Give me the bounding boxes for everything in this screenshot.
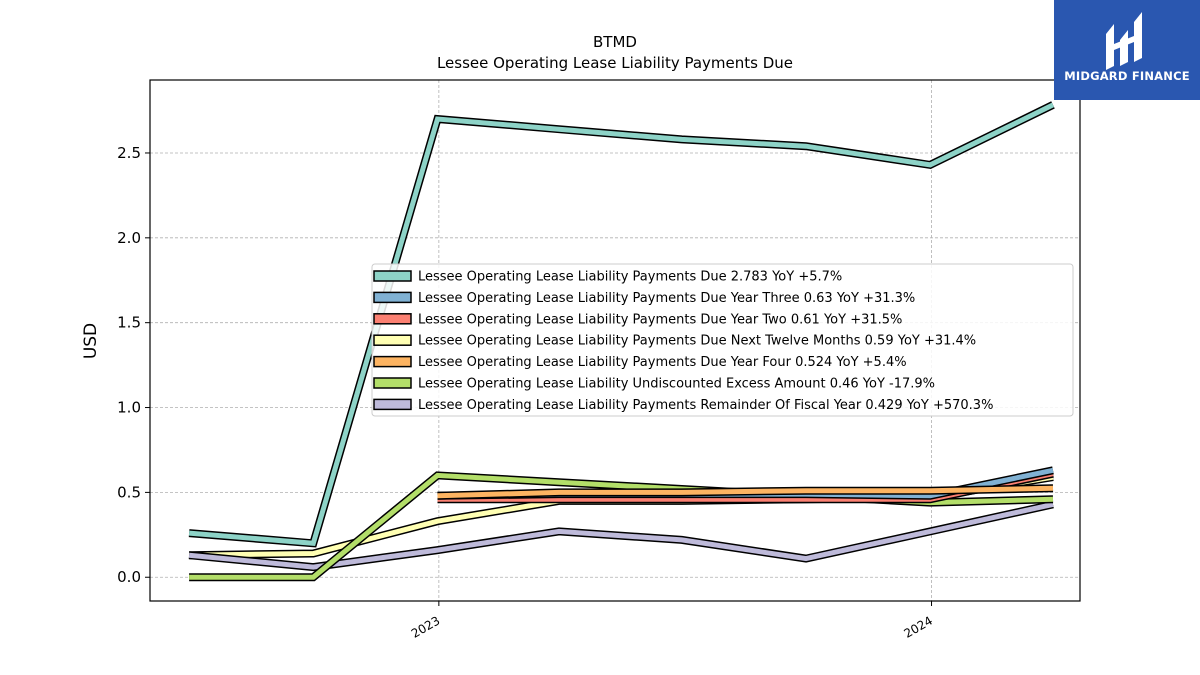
series-line	[188, 101, 1055, 548]
y-tick-label: 2.0	[117, 229, 141, 247]
y-tick-label: 1.0	[117, 399, 141, 417]
legend-entry: Lessee Operating Lease Liability Payment…	[418, 312, 902, 327]
legend-swatch	[373, 355, 412, 368]
chart-subtitle: Lessee Operating Lease Liability Payment…	[437, 54, 793, 72]
legend-entry: Lessee Operating Lease Liability Payment…	[418, 270, 842, 285]
legend-entry: Lessee Operating Lease Liability Payment…	[418, 334, 976, 349]
series-lines	[188, 101, 1055, 582]
legend-entry: Lessee Operating Lease Liability Undisco…	[418, 377, 935, 392]
y-tick-label: 1.5	[117, 314, 141, 332]
legend: Lessee Operating Lease Liability Payment…	[371, 263, 1074, 417]
legend-swatch	[373, 377, 412, 389]
legend-entry: Lessee Operating Lease Liability Payment…	[418, 355, 907, 370]
y-tick-label: 0.5	[117, 483, 141, 501]
brand-logo: MIDGARD FINANCE	[1054, 0, 1200, 100]
legend-box	[371, 263, 1074, 417]
legend-swatch	[373, 291, 412, 304]
brand-name: MIDGARD FINANCE	[1064, 69, 1190, 83]
y-tick-label: 2.5	[117, 144, 141, 162]
x-tick-label: 2024	[902, 613, 935, 640]
legend-swatch	[373, 334, 412, 346]
x-tick-label: 2023	[409, 613, 442, 640]
series-line-stroke	[437, 485, 1054, 499]
axis-ticks: 0.0 0.5 1.0 1.5 2.0 2.5 2023 2024	[117, 144, 935, 641]
legend-swatch	[373, 398, 412, 411]
legend-swatch	[373, 270, 412, 282]
y-axis-label: USD	[81, 323, 101, 359]
legend-swatch	[373, 313, 412, 325]
chart-title: BTMD	[593, 33, 637, 51]
legend-entry: Lessee Operating Lease Liability Payment…	[418, 291, 915, 306]
y-tick-label: 0.0	[117, 568, 141, 586]
midgard-logo-icon	[1106, 12, 1142, 70]
series-line-stroke	[188, 102, 1055, 546]
series-line	[437, 484, 1054, 500]
legend-entry: Lessee Operating Lease Liability Payment…	[418, 398, 993, 413]
plot-frame	[149, 79, 1081, 602]
